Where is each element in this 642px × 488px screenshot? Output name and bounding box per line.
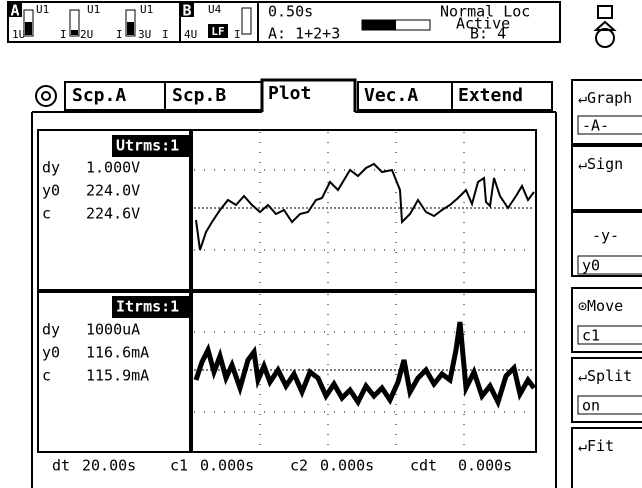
row-value: 224.0V <box>86 182 140 200</box>
row-value: 1000uA <box>86 321 140 339</box>
row-value: 115.9mA <box>86 367 149 385</box>
tab-active[interactable] <box>260 78 357 112</box>
footer-key: cdt <box>410 457 437 475</box>
channel-name: U1 <box>140 3 153 16</box>
wiring-a: A: 1+2+3 <box>268 25 340 43</box>
channel-current: I <box>116 28 123 41</box>
panel: Utrms:1 dy 1.000V y0 224.0V c 224.6V <box>37 129 537 291</box>
menu-label[interactable]: ↵Fit <box>578 437 614 455</box>
menu-label[interactable]: ↵Graph <box>578 89 632 107</box>
footer-key: c1 <box>170 457 188 475</box>
channel-range: 2U <box>80 28 93 41</box>
menu-label-text[interactable]: Split <box>587 367 632 385</box>
filter-badge: LF <box>211 25 224 38</box>
channel-current: I <box>162 28 169 41</box>
footer-value: 0.000s <box>320 457 374 475</box>
menu-value[interactable]: c1 <box>582 327 600 345</box>
menu-button[interactable] <box>571 357 642 423</box>
row-key: c <box>42 205 51 223</box>
tab-label[interactable]: Scp.A <box>72 85 126 106</box>
menu-button[interactable] <box>571 145 642 211</box>
channel-name: U1 <box>87 3 100 16</box>
menu-label-text[interactable]: Graph <box>587 89 632 107</box>
menu-label-text[interactable]: Move <box>587 297 623 315</box>
panel: Itrms:1 dy 1000uA y0 116.6mA c 115.9mA <box>37 291 537 453</box>
channel-range: 1U <box>12 28 25 41</box>
menu-button[interactable] <box>571 287 642 353</box>
row-key: dy <box>42 321 60 339</box>
menu-value[interactable]: -A- <box>582 117 609 135</box>
menu-button[interactable] <box>571 427 642 488</box>
group-b: B U4 4U LF I <box>179 1 259 43</box>
row-key: y0 <box>42 344 60 362</box>
mode: Normal Loc <box>440 3 530 21</box>
side-menu: ↵Graph -A- ↵Sign -y- y0 ⊙Move c1 ↵Split … <box>571 79 642 488</box>
footer-key: c2 <box>290 457 308 475</box>
group-label: B <box>182 2 191 20</box>
waveform <box>193 321 536 409</box>
channel-current: I <box>60 28 67 41</box>
status: 0.50s Normal Loc Active A: 1+2+3 B: 4 <box>257 1 561 43</box>
group-a: A U1 1U I U1 2U I U1 3U I <box>7 1 181 43</box>
waveform <box>195 162 535 251</box>
top-right-icons <box>593 5 617 48</box>
menu-label-text[interactable]: Fit <box>587 437 614 455</box>
row-key: y0 <box>42 182 60 200</box>
menu-label[interactable]: -y- <box>592 227 619 245</box>
row-value: 224.6V <box>86 205 140 223</box>
footer: dt 20.00s c1 0.000s c2 0.000s cdt 0.000s <box>52 457 512 475</box>
tab-label[interactable]: Scp.B <box>172 85 226 106</box>
interval: 0.50s <box>268 3 313 21</box>
tab-label[interactable]: Extend <box>458 85 523 106</box>
row-value: 1.000V <box>86 159 140 177</box>
wiring-b: B: 4 <box>470 25 506 43</box>
tab[interactable] <box>451 81 553 111</box>
footer-key: dt <box>52 457 70 475</box>
channel-range: 4U <box>184 28 197 41</box>
tabs: Scp.A Scp.B Plot Vec.A Extend <box>64 78 553 112</box>
footer-value: 0.000s <box>200 457 254 475</box>
tab-label[interactable]: Plot <box>268 83 311 104</box>
footer-value: 0.000s <box>458 457 512 475</box>
menu-label-text[interactable]: Sign <box>587 155 623 173</box>
menu-label[interactable]: ⊙Move <box>578 297 623 315</box>
row-value: 116.6mA <box>86 344 149 362</box>
tab-label[interactable]: Vec.A <box>364 85 418 106</box>
menu-button[interactable] <box>571 79 642 145</box>
footer-value: 20.00s <box>82 457 136 475</box>
panel-title: Itrms:1 <box>116 298 179 316</box>
state: Active <box>456 15 510 33</box>
menu-label[interactable]: ↵Sign <box>578 155 623 173</box>
tab-icon[interactable] <box>35 85 57 107</box>
menu-button[interactable] <box>571 211 642 277</box>
menu-value[interactable]: y0 <box>582 257 600 275</box>
panel-title: Utrms:1 <box>116 137 179 155</box>
row-key: c <box>42 367 51 385</box>
menu-value[interactable]: on <box>582 397 600 415</box>
channel-name: U1 <box>36 3 49 16</box>
group-label: A <box>10 2 19 20</box>
channel-name: U4 <box>208 3 222 16</box>
menu-label[interactable]: ↵Split <box>578 367 632 385</box>
row-key: dy <box>42 159 60 177</box>
channel-current: I <box>234 28 241 41</box>
channel-range: 3U <box>138 28 151 41</box>
